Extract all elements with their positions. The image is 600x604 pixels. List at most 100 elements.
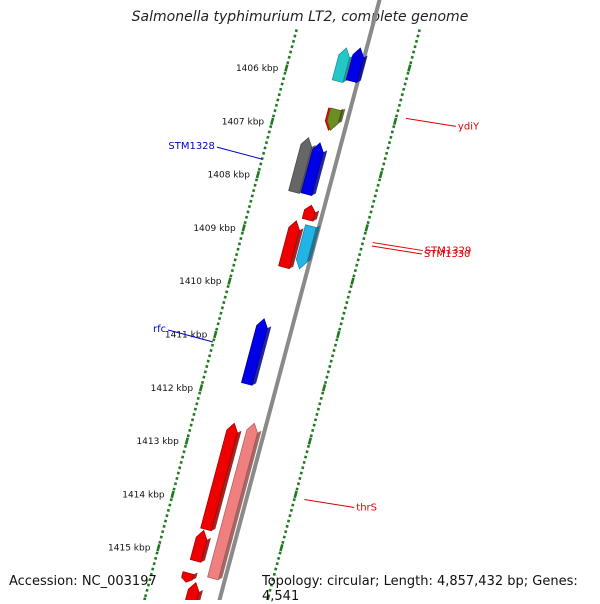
outer-tick (370, 204, 374, 209)
inner-tick (169, 498, 173, 502)
outer-tick (284, 530, 288, 534)
inner-tick (281, 77, 286, 81)
inner-tick (226, 284, 230, 289)
tick-label: 1409 kbp (193, 224, 236, 234)
inner-tick (192, 412, 196, 417)
inner-tick (287, 55, 291, 59)
accession-text: Accession: NC_003197 (9, 574, 157, 589)
outer-tick (387, 141, 392, 145)
inner-tick (161, 530, 165, 534)
outer-tick (350, 277, 355, 285)
outer-tick (282, 535, 286, 539)
inner-tick (276, 98, 280, 102)
gene-label-rfc[interactable]: rfc (153, 324, 166, 335)
inner-tick (209, 348, 213, 353)
gene-arrow-shade (337, 108, 346, 124)
outer-tick (331, 354, 335, 358)
inner-tick (225, 290, 229, 294)
inner-tick (264, 141, 269, 145)
outer-tick (288, 514, 292, 518)
outer-tick (366, 220, 370, 225)
outer-tick (386, 146, 390, 150)
outer-tick (406, 71, 410, 75)
gene-arrow[interactable] (331, 47, 350, 84)
outer-tick-ring (266, 29, 421, 600)
gene-label-thrs[interactable]: thrS (356, 502, 377, 513)
inner-tick (166, 508, 170, 512)
gene-label-ydiy[interactable]: ydiY (458, 121, 480, 132)
inner-tick (260, 157, 264, 161)
gene-arrow[interactable] (200, 422, 238, 532)
inner-tick (159, 535, 163, 539)
gene-features (181, 47, 368, 600)
outer-tick (397, 103, 402, 107)
gene-arrow[interactable] (181, 571, 195, 583)
inner-tick (269, 117, 275, 126)
outer-tick (286, 519, 291, 523)
outer-tick (278, 551, 282, 555)
outer-tick (392, 125, 396, 129)
stm1330-gene-arrow[interactable] (295, 224, 317, 270)
inner-tick (235, 252, 239, 257)
thrs-gene-arrow[interactable] (207, 422, 258, 581)
inner-tick (269, 125, 273, 129)
inner-tick (182, 450, 186, 454)
inner-tick (290, 45, 294, 49)
outer-tick (404, 77, 409, 81)
gene-arrow[interactable] (189, 529, 208, 563)
outer-tick (400, 93, 404, 97)
outer-tick (409, 61, 413, 65)
inner-tick (208, 354, 212, 358)
inner-tick-ring: 1406 kbp 1407 kbp 1408 kbp 1409 kbp 1410 kbp… (108, 29, 298, 600)
outer-tick (372, 199, 376, 203)
inner-tick (175, 476, 179, 481)
outer-tick (360, 242, 365, 246)
outer-tick (336, 330, 341, 339)
outer-tick (318, 402, 322, 406)
gene-label-stm1330[interactable]: STM1330 (424, 249, 471, 260)
inner-tick (246, 210, 250, 214)
inner-tick (145, 588, 149, 592)
inner-tick (143, 597, 147, 600)
gene-label-stm1329[interactable]: STM1329 (425, 246, 472, 257)
label-leader-line (168, 329, 214, 343)
gene-arrow[interactable] (301, 204, 316, 222)
inner-tick (178, 466, 182, 470)
inner-tick (181, 455, 185, 459)
inner-tick (212, 338, 216, 342)
rfc-gene-arrow[interactable] (241, 318, 268, 386)
inner-tick (230, 268, 234, 273)
outer-tick (367, 215, 372, 219)
inner-tick (271, 114, 276, 118)
outer-tick (295, 487, 299, 491)
gene-arrow[interactable] (345, 47, 364, 84)
gene-arrow[interactable] (288, 136, 313, 194)
outer-tick (338, 327, 342, 331)
inner-tick (219, 311, 223, 315)
inner-tick (152, 562, 156, 566)
inner-tick (189, 423, 193, 427)
inner-tick (165, 514, 169, 518)
inner-tick (202, 375, 206, 379)
gene-label-stm1328[interactable]: STM1328 (168, 141, 215, 152)
stm1328-gene-arrow[interactable] (300, 142, 324, 197)
tick-label: 1410 kbp (179, 277, 222, 287)
inner-tick (241, 224, 246, 232)
stm1329-gene-arrow[interactable] (278, 220, 300, 270)
outer-tick (312, 423, 316, 427)
inner-tick (284, 64, 289, 72)
inner-tick (294, 29, 298, 33)
outer-tick (304, 455, 308, 459)
outer-tick (279, 543, 284, 552)
inner-tick (144, 594, 148, 598)
outer-tick (389, 135, 393, 139)
inner-tick (170, 490, 175, 499)
gene-arrow[interactable] (185, 582, 200, 600)
outer-tick (410, 55, 414, 59)
outer-tick (339, 322, 343, 326)
ydiy-gene-arrow[interactable] (326, 107, 342, 131)
tick-label: 1408 kbp (208, 171, 251, 181)
gene-arrow-shade (289, 228, 304, 269)
